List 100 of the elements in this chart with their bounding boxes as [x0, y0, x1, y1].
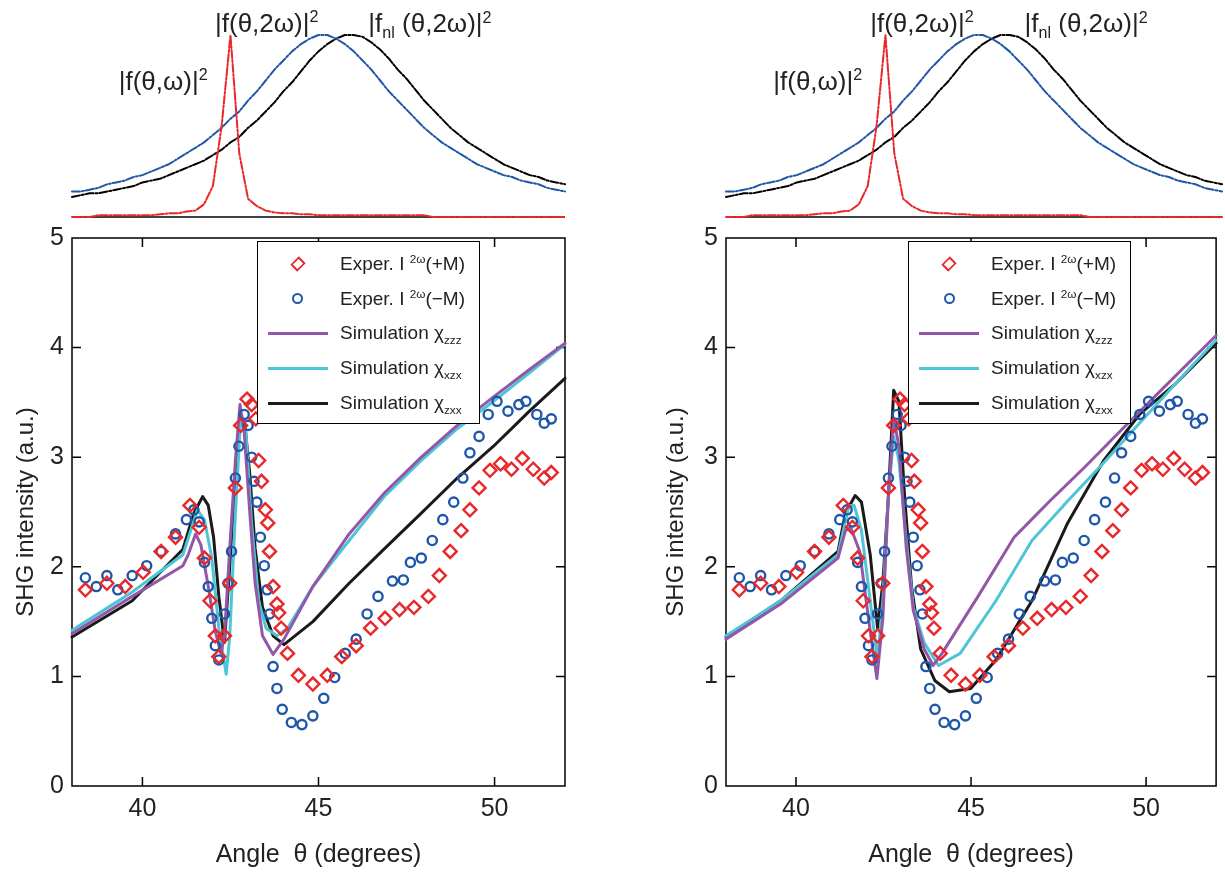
point: [1189, 417, 1202, 430]
y-axis-title: SHG intensity (a.u.): [11, 407, 39, 617]
point: [1182, 408, 1194, 421]
point: [1094, 543, 1110, 560]
point: [545, 413, 558, 425]
point: [180, 513, 193, 526]
point: [835, 497, 851, 514]
point: [871, 608, 884, 620]
point: [903, 452, 920, 469]
point: [242, 419, 254, 432]
point: [482, 408, 495, 421]
point: [1196, 413, 1209, 425]
legend-label: Simulation χ$_{xzx}$: [339, 356, 462, 381]
point: [261, 584, 273, 596]
point: [258, 559, 271, 572]
y-axis-title: SHG intensity (a.u.): [661, 407, 689, 617]
point: [140, 559, 153, 572]
point: [253, 473, 270, 490]
point: [771, 578, 787, 595]
legend-label: Simulation χ$_{zxx}$: [339, 391, 462, 416]
point: [227, 480, 244, 496]
point: [821, 529, 837, 545]
point: [271, 605, 287, 621]
point: [211, 648, 227, 665]
point: [225, 545, 238, 558]
point: [907, 531, 920, 544]
point: [513, 398, 525, 411]
point: [943, 667, 959, 683]
point: [880, 480, 897, 496]
point: [218, 608, 231, 620]
point: [491, 395, 503, 408]
point: [285, 716, 298, 729]
point: [426, 534, 439, 547]
y-tick-label: 3: [704, 441, 718, 470]
point: [117, 578, 133, 595]
point: [209, 639, 222, 652]
point: [397, 574, 410, 586]
point: [932, 645, 948, 662]
point: [860, 628, 877, 644]
point: [514, 450, 531, 466]
point: [864, 648, 880, 665]
point: [447, 496, 460, 508]
point: [846, 516, 859, 528]
point: [216, 628, 233, 644]
point: [957, 676, 974, 692]
point: [273, 620, 289, 636]
legend-label: Simulation χ$_{zxx}$: [991, 391, 1113, 416]
point: [261, 543, 278, 560]
point: [202, 593, 218, 609]
y-tick-label: 1: [50, 660, 64, 689]
point: [191, 519, 207, 536]
point: [1013, 608, 1026, 620]
point: [348, 638, 364, 654]
point: [126, 569, 139, 582]
point: [437, 513, 449, 526]
point: [1155, 461, 1171, 477]
point: [918, 578, 934, 595]
point: [1115, 447, 1128, 459]
point: [319, 667, 335, 683]
point: [232, 417, 249, 434]
point: [901, 475, 913, 488]
x-axis-title: Angle θ (degrees): [215, 838, 422, 867]
point: [525, 461, 542, 477]
point: [898, 451, 911, 463]
point: [1171, 395, 1184, 408]
point: [869, 628, 886, 644]
point: [202, 580, 215, 593]
point: [923, 605, 940, 621]
point: [1153, 405, 1166, 417]
point: [1133, 408, 1146, 421]
point: [903, 496, 916, 508]
point: [404, 556, 417, 569]
point: [1056, 556, 1069, 569]
point: [263, 608, 276, 620]
point: [77, 582, 94, 598]
point: [929, 703, 941, 716]
y-tick-label: 5: [50, 221, 64, 250]
point: [752, 575, 769, 591]
point: [972, 667, 988, 683]
point: [222, 575, 238, 591]
point: [503, 461, 520, 477]
y-tick-label: 5: [704, 221, 718, 250]
legend-label: Simulation χ$_{zzz}$: [339, 321, 462, 346]
point: [922, 596, 938, 612]
legend-label: Exper. I $^{2ω}$(−M): [991, 286, 1117, 311]
x-tick-label: 40: [782, 792, 810, 821]
point: [859, 612, 871, 625]
point: [167, 529, 184, 545]
x-tick-label: 45: [304, 792, 333, 821]
point: [981, 671, 993, 684]
point: [1105, 522, 1121, 539]
point: [79, 571, 92, 584]
point: [1083, 567, 1099, 584]
point: [386, 575, 399, 587]
point: [502, 405, 514, 417]
point: [339, 647, 352, 660]
point: [1049, 574, 1062, 586]
annotation: |f(θ,2ω)|$^{2}$: [215, 7, 319, 39]
point: [1038, 575, 1051, 587]
point: [970, 692, 983, 705]
